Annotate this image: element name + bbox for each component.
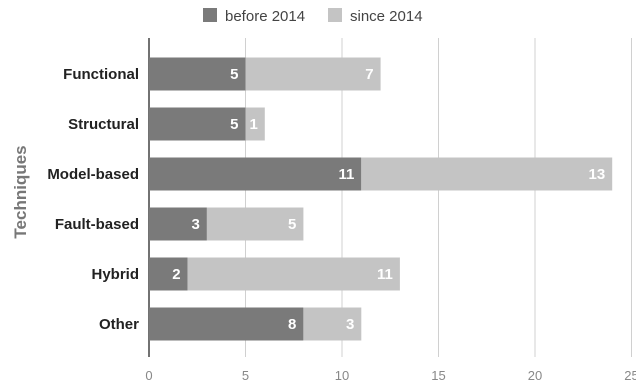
x-tick-label-10: 10 [335,368,349,383]
x-tick-label-0: 0 [145,368,152,383]
y-axis-title: Techniques [11,145,30,238]
category-label-hybrid: Hybrid [91,266,139,283]
bar-model-based-series-1 [361,157,613,191]
data-label-fault-based-series-1: 5 [288,216,296,233]
legend-swatch-before-2014 [203,8,217,22]
bar-structural-series-1 [245,107,265,141]
bar-other-series-1 [303,307,362,341]
data-label-model-based-series-1: 13 [589,166,606,183]
legend: before 2014 since 2014 [203,8,423,25]
bar-other-series-0 [149,307,304,341]
data-label-hybrid-series-0: 2 [172,266,180,283]
category-label-fault-based: Fault-based [55,216,139,233]
x-tick-label-15: 15 [431,368,445,383]
category-label-other: Other [99,316,139,333]
data-label-other-series-0: 8 [288,316,296,333]
bar-functional-series-0 [149,57,246,91]
bar-model-based-series-0 [149,157,362,191]
legend-swatch-since-2014 [328,8,342,22]
data-label-structural-series-0: 5 [230,116,238,133]
bar-functional-series-1 [245,57,381,91]
legend-label-since-2014: since 2014 [350,8,423,25]
bar-fault-based-series-1 [206,207,304,241]
data-label-other-series-1: 3 [346,316,354,333]
gridlines [148,38,632,357]
bar-structural-series-0 [149,107,246,141]
data-label-structural-series-1: 1 [249,116,257,133]
x-tick-label-25: 25 [624,368,636,383]
data-label-fault-based-series-0: 3 [192,216,200,233]
data-label-functional-series-0: 5 [230,66,238,83]
data-label-model-based-series-0: 11 [338,166,354,183]
category-label-model-based: Model-based [47,166,139,183]
legend-label-before-2014: before 2014 [225,8,305,25]
bars [149,57,613,341]
x-tick-label-20: 20 [528,368,542,383]
bar-hybrid-series-0 [149,257,188,291]
x-tick-label-5: 5 [242,368,249,383]
category-label-structural: Structural [68,116,139,133]
data-label-hybrid-series-1: 11 [377,266,393,283]
category-label-functional: Functional [63,66,139,83]
bar-hybrid-series-1 [187,257,400,291]
bar-fault-based-series-0 [149,207,207,241]
data-label-functional-series-1: 7 [365,66,373,83]
